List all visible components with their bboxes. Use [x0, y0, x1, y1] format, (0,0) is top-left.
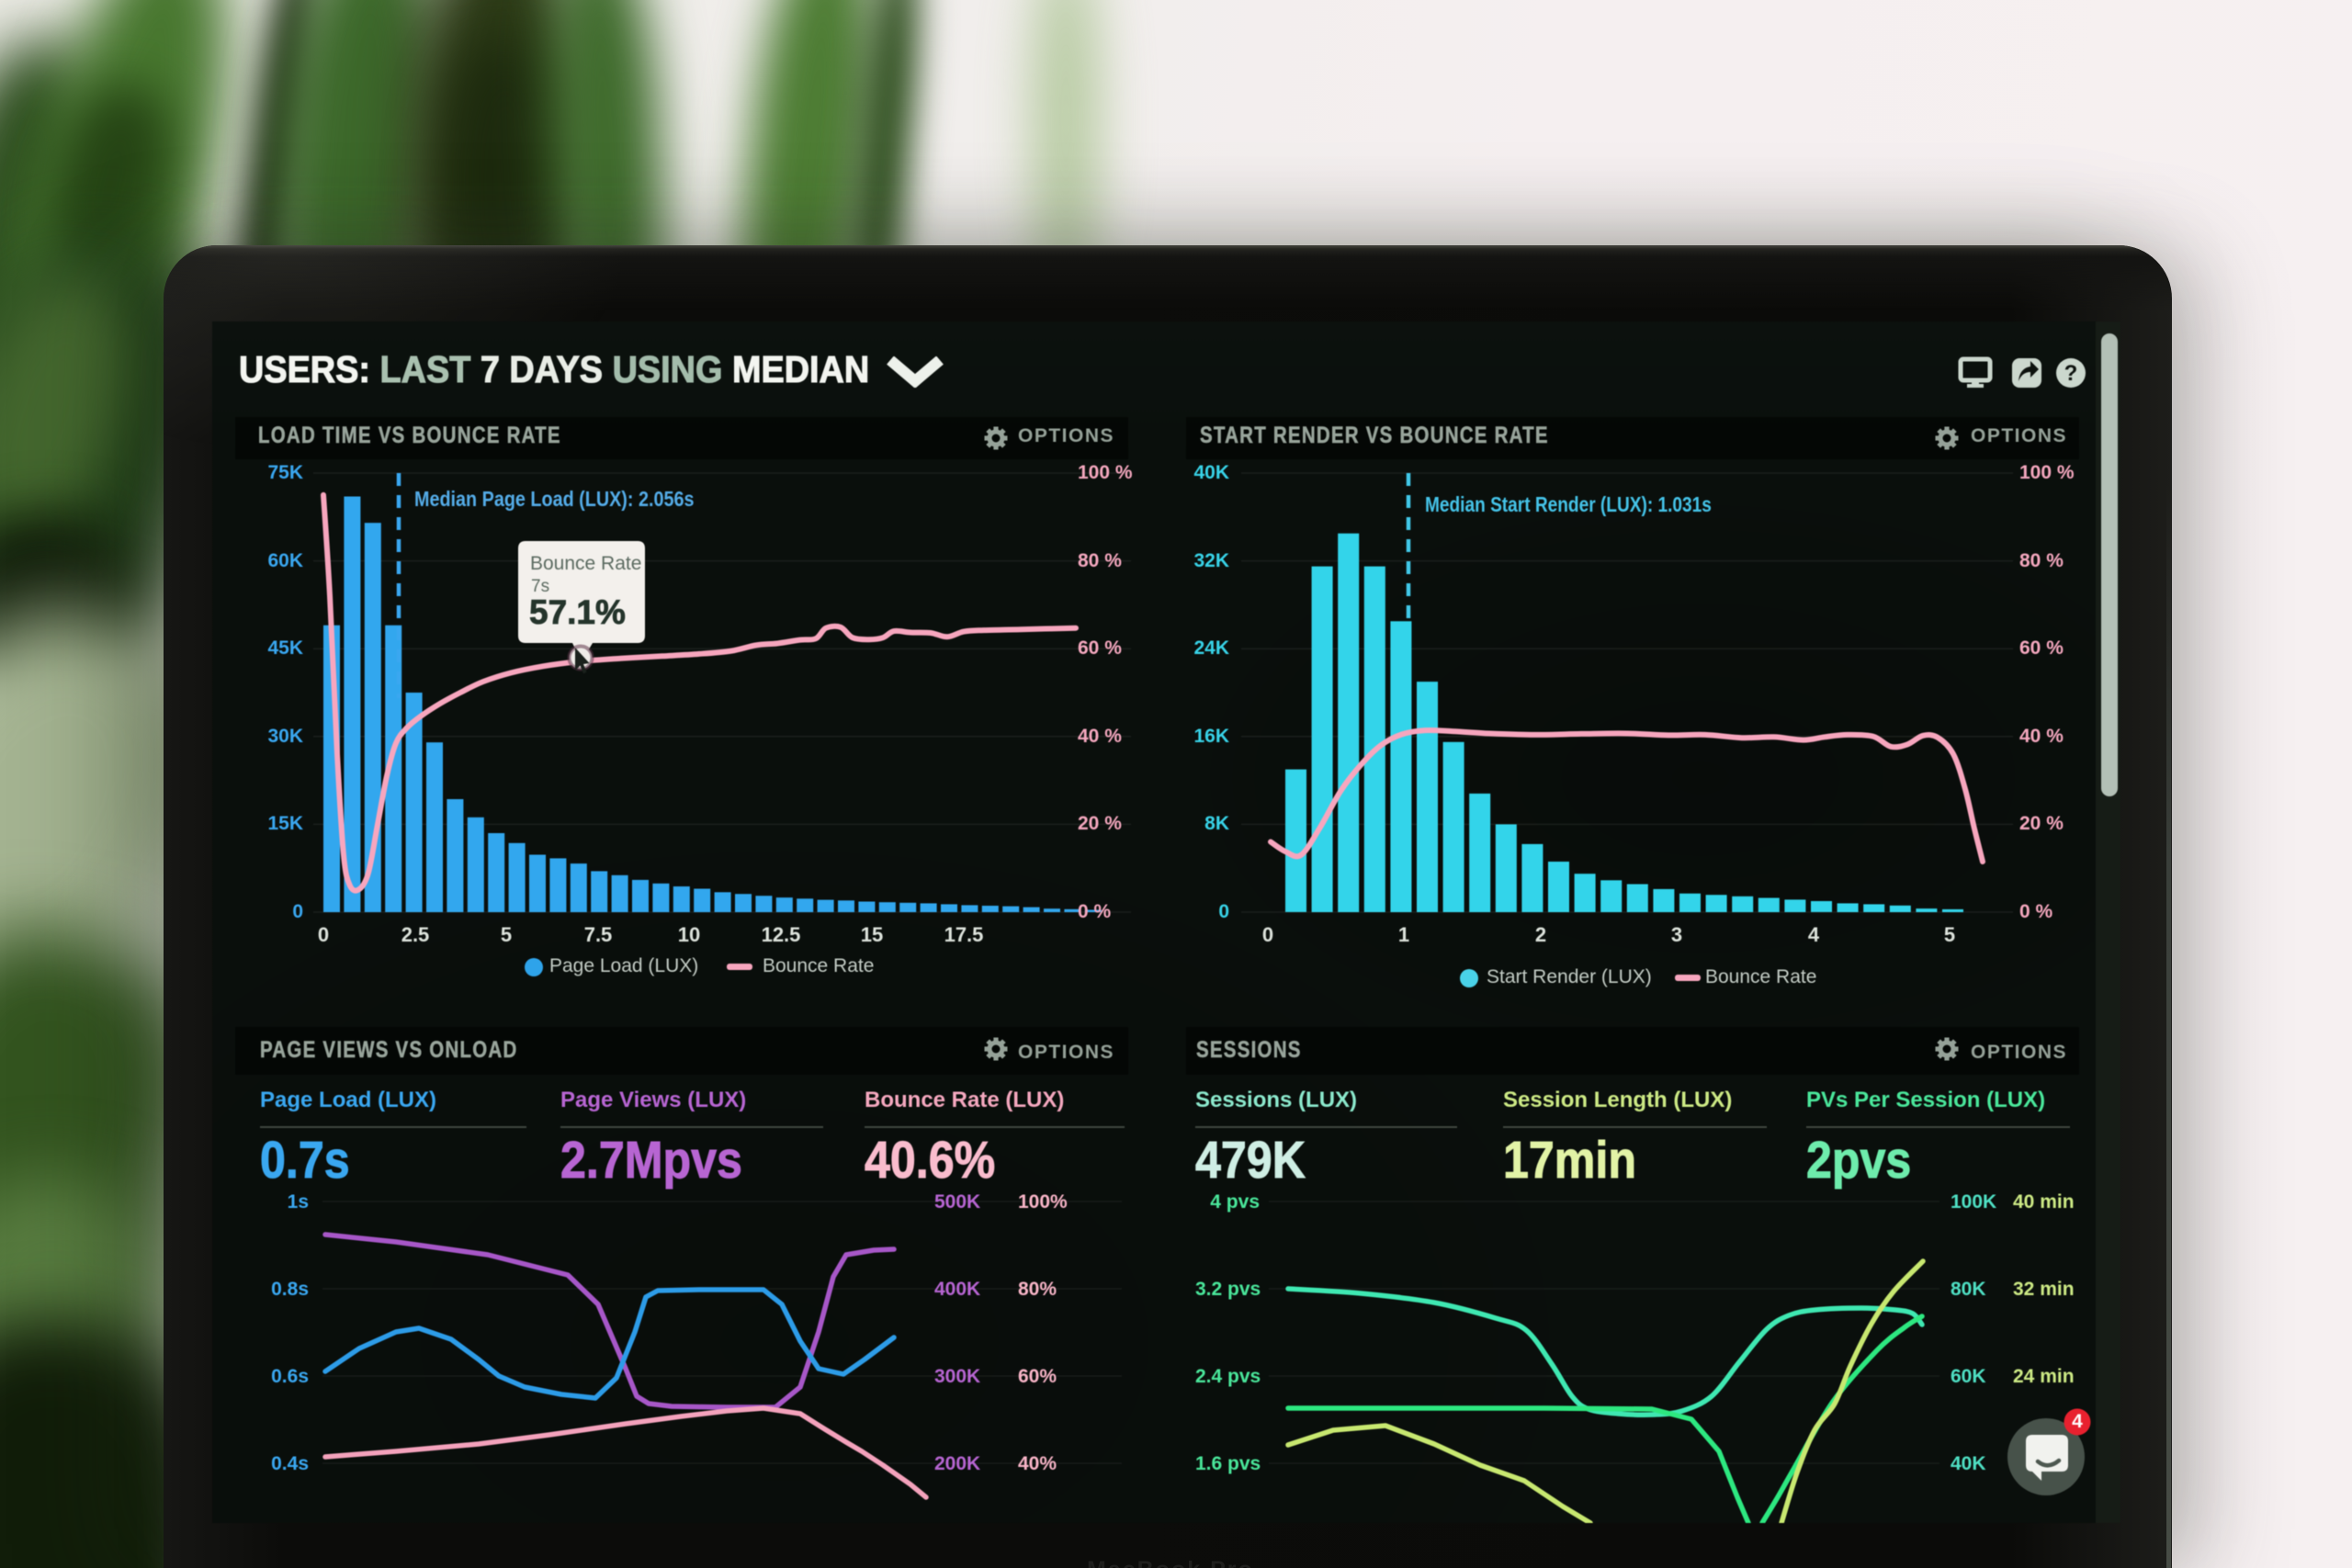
svg-text:?: ? — [2064, 361, 2078, 386]
